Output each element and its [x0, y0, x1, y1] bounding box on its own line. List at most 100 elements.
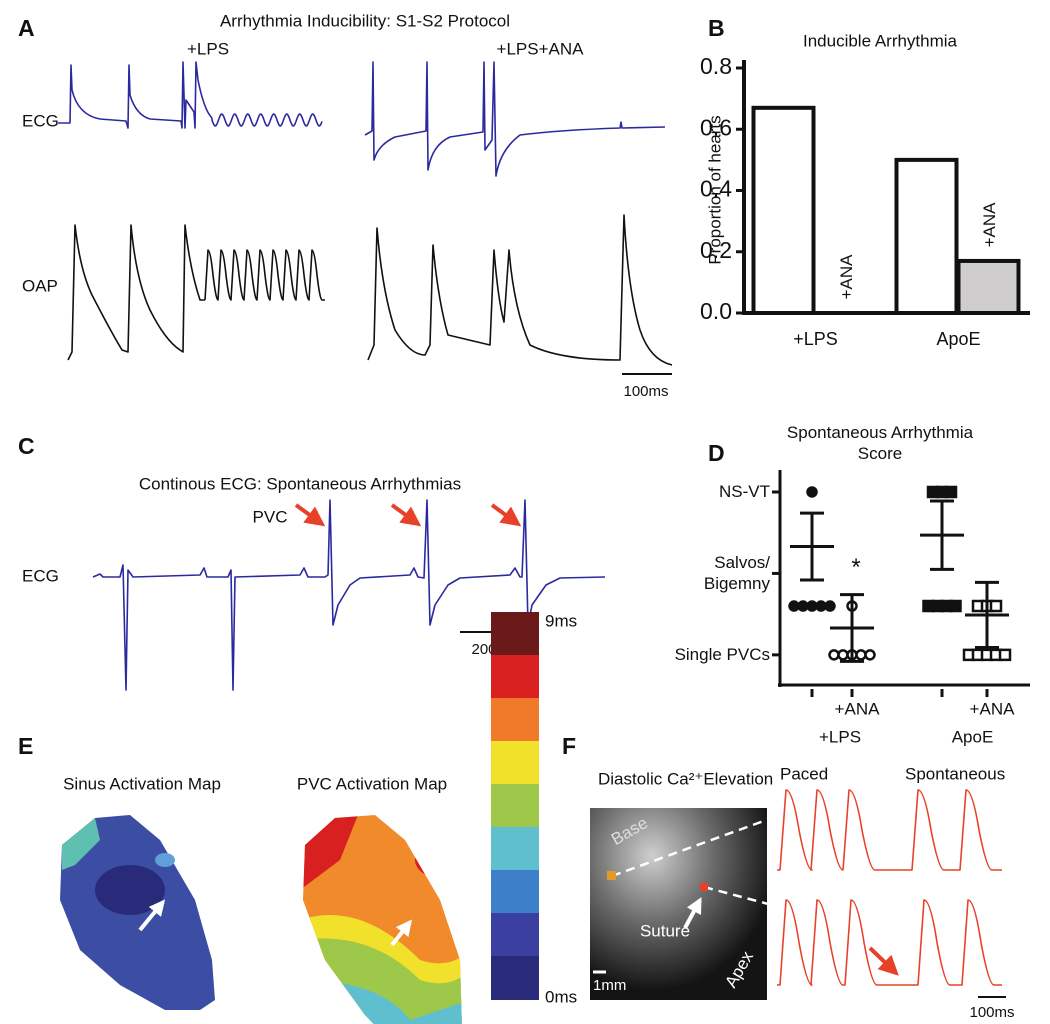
pointer-line	[703, 885, 773, 907]
panel-title: Continous ECG: Spontaneous Arrhythmias	[139, 474, 461, 493]
ecg-trace	[364, 61, 666, 177]
chart-title: Spontaneous Arrhythmia Score	[786, 423, 974, 463]
point	[806, 600, 818, 612]
x-tick-label: +ANA	[970, 699, 1016, 718]
panel-letter: C	[18, 433, 35, 459]
pointer-line	[611, 816, 773, 878]
pvc-map	[303, 815, 462, 1024]
panel-title: Arrhythmia Inducibility: S1-S2 Protocol	[220, 11, 510, 30]
error-bar	[840, 593, 864, 663]
sinus-map	[60, 815, 215, 1010]
roi	[700, 883, 708, 891]
image	[590, 808, 767, 1000]
map-region	[62, 818, 100, 870]
map-region	[415, 842, 462, 878]
colorbar-label: 0ms	[545, 987, 577, 1006]
row-label: OAP	[22, 276, 58, 295]
condition-label: +LPS	[187, 39, 229, 58]
scale-label: 100ms	[623, 383, 668, 400]
row-label: ECG	[22, 111, 59, 130]
point	[944, 485, 958, 499]
point	[806, 486, 818, 498]
group-label: +LPS	[819, 727, 861, 746]
arrow	[683, 897, 702, 929]
scale-label: 1mm	[593, 977, 626, 994]
chart-title-box: Spontaneous Arrhythmia Score	[786, 423, 974, 463]
trace-label: Spontaneous	[905, 764, 1005, 783]
map-title: Sinus Activation Map	[63, 774, 221, 793]
point	[998, 648, 1012, 662]
point	[855, 649, 867, 661]
colorbar-label: 9ms	[545, 611, 577, 630]
bar	[956, 258, 1021, 315]
colorbar-step	[491, 655, 539, 698]
point	[828, 649, 840, 661]
calcium-trace	[777, 789, 1002, 871]
y-tick-label-box: Single PVCs	[674, 645, 770, 665]
x-tick-label: +LPS	[793, 329, 838, 349]
panel-letter: E	[18, 733, 33, 759]
annotation: PVC	[253, 507, 288, 526]
scale-label: 100ms	[969, 1004, 1014, 1021]
x-tick-label: ApoE	[936, 329, 980, 349]
colorbar-step	[491, 870, 539, 913]
bar	[894, 157, 959, 315]
x-tick-label: +ANA	[835, 699, 881, 718]
panel-letter: D	[708, 440, 725, 466]
point	[824, 600, 836, 612]
arrow	[138, 899, 166, 932]
panel-title: Diastolic Ca²⁺Elevation	[598, 769, 773, 788]
bar-label: +ANA	[837, 254, 856, 300]
colorbar-step	[491, 784, 539, 827]
y-tick-label: 0.6	[700, 114, 732, 140]
arrow	[390, 919, 412, 947]
colorbar-step	[491, 956, 539, 1000]
arrow	[868, 946, 899, 976]
y-tick-label-box: NS-VT	[719, 482, 770, 501]
panel-letter: F	[562, 733, 576, 759]
map-region	[95, 865, 165, 915]
annotation: *	[851, 554, 860, 581]
colorbar-step	[491, 698, 539, 741]
condition-label: +LPS+ANA	[497, 39, 585, 58]
point	[797, 600, 809, 612]
colorbar-step	[491, 913, 539, 956]
bar-chart: B Inducible Arrhythmia Proportion of heart…	[700, 15, 1030, 349]
y-tick-label: Single PVCs	[674, 645, 770, 665]
group-label: ApoE	[952, 727, 994, 746]
colorbar-step	[491, 741, 539, 784]
point	[788, 600, 800, 612]
calcium-trace	[777, 899, 1002, 986]
oap-trace	[67, 224, 205, 361]
ecg-trace	[68, 61, 213, 129]
panel-letter: B	[708, 15, 725, 41]
point	[815, 600, 827, 612]
y-tick-label: 0.8	[700, 53, 732, 79]
arrow	[294, 503, 326, 527]
colorbar-step	[491, 827, 539, 870]
map-region	[155, 853, 175, 867]
point	[989, 599, 1003, 613]
y-tick-label: Salvos/ Bigemny	[703, 553, 770, 594]
ecg-trace	[211, 113, 323, 127]
y-tick-label: 0.4	[700, 176, 732, 202]
error-bar	[975, 580, 999, 650]
oap-trace	[204, 249, 325, 301]
map-title: PVC Activation Map	[297, 774, 447, 793]
arrow	[390, 503, 422, 527]
error-bar	[800, 511, 824, 582]
point	[837, 649, 849, 661]
panel-letter: A	[18, 15, 35, 41]
colorbar	[491, 612, 539, 1000]
chart-title: Inducible Arrhythmia	[803, 31, 958, 50]
trace-label: Paced	[780, 764, 828, 783]
bar	[751, 105, 816, 315]
roi	[607, 871, 616, 880]
y-tick-label: 0.2	[700, 237, 732, 263]
ecg-trace	[92, 499, 606, 691]
bar-label: +ANA	[980, 202, 999, 248]
error-bar	[930, 499, 954, 571]
point	[864, 649, 876, 661]
image-label: Suture	[640, 921, 690, 940]
